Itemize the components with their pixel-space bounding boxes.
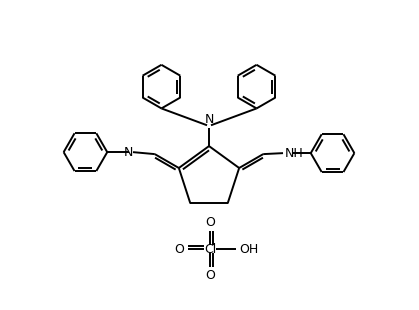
- Text: O: O: [174, 243, 184, 256]
- Text: OH: OH: [240, 243, 259, 256]
- Text: N: N: [124, 146, 133, 159]
- Text: Cl: Cl: [204, 243, 216, 256]
- Text: N: N: [204, 113, 214, 126]
- Text: NH: NH: [285, 147, 304, 160]
- Text: O: O: [205, 269, 215, 282]
- Text: O: O: [205, 216, 215, 229]
